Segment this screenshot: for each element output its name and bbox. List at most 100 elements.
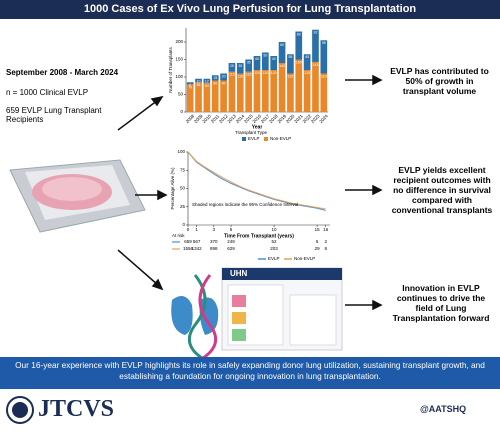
finding: Innovation in EVLP continues to drive th… xyxy=(392,283,490,323)
x-tick-label: 2018 xyxy=(268,113,279,124)
bar-label: 10 xyxy=(197,80,201,84)
bar xyxy=(236,73,244,112)
x-tick-label: 2013 xyxy=(226,113,237,124)
bar-label: 110 xyxy=(288,74,294,78)
at-risk-count: 567 xyxy=(193,239,201,244)
footer-band xyxy=(0,357,500,389)
at-risk-count: 659 xyxy=(184,239,192,244)
x-tick-label: 5 xyxy=(230,227,233,232)
at-risk-count: 629 xyxy=(227,246,235,251)
x-tick-label: 2014 xyxy=(235,113,246,124)
bar-label: 120 xyxy=(271,71,277,75)
footer-text: Our 16-year experience with EVLP highlig… xyxy=(15,360,485,381)
bar-label: 12 xyxy=(205,80,209,84)
at-risk-count: 1342 xyxy=(192,246,203,251)
x-tick-label: 2008 xyxy=(185,113,196,124)
bar-label: 50 xyxy=(263,53,267,57)
bar xyxy=(270,56,278,70)
bar xyxy=(312,29,319,62)
bar xyxy=(295,59,303,112)
survival-line xyxy=(187,151,326,211)
survival-line xyxy=(187,151,326,210)
bar xyxy=(203,82,211,112)
bar-label: 95 xyxy=(322,41,326,45)
bar-label: 60 xyxy=(280,43,284,47)
x-tick-label: 2022 xyxy=(302,113,313,124)
x-tick-label: 2016 xyxy=(251,113,262,124)
handle: @AATSHQ xyxy=(420,404,467,414)
bar xyxy=(303,70,311,112)
y-tick-label: 150 xyxy=(175,57,183,62)
bar xyxy=(245,71,252,112)
bar xyxy=(278,63,286,112)
x-tick-label: 15 xyxy=(315,227,321,232)
title: 1000 Cases of Ex Vivo Lung Perfusion for… xyxy=(0,0,500,19)
y-tick-label: 50 xyxy=(180,186,186,191)
bar xyxy=(220,80,227,112)
bar xyxy=(253,70,261,112)
x-tick-label: 2012 xyxy=(218,113,229,124)
bar-label: 140 xyxy=(279,64,285,68)
bar xyxy=(195,78,202,83)
app-logo: UHN xyxy=(230,269,248,278)
x-tick-label: 2024 xyxy=(318,113,329,124)
bar-label: 143 xyxy=(313,63,319,67)
x-tick-label: 16 xyxy=(323,227,329,232)
bar-label: 55 xyxy=(288,55,292,59)
jtcvs-seal xyxy=(6,396,34,424)
journal: JTCVS xyxy=(38,396,115,422)
at-risk-count: 249 xyxy=(227,239,235,244)
x-tick-label: 2023 xyxy=(310,113,321,124)
bar xyxy=(312,61,319,112)
y-axis-label: Percentage Alive (%) xyxy=(170,167,175,210)
bar xyxy=(220,73,227,81)
at-risk-count: 898 xyxy=(210,246,218,251)
bar xyxy=(278,42,286,63)
bar xyxy=(303,54,311,70)
bar-label: 110 xyxy=(321,74,327,78)
at-risk-count: 29 xyxy=(315,246,321,251)
bar-label: 115 xyxy=(229,73,235,77)
bar xyxy=(211,80,219,112)
legend-title: Transplant Type xyxy=(235,130,268,135)
app-screenshot: UHN xyxy=(221,267,343,351)
bar xyxy=(245,59,252,72)
at-risk-title: At risk xyxy=(172,233,185,238)
finding: EVLP yields excellent recipient outcomes… xyxy=(391,165,493,215)
legend-label: EVLP xyxy=(268,256,280,261)
bar xyxy=(295,31,303,60)
bar xyxy=(262,52,269,70)
x-tick-label: 2020 xyxy=(285,113,296,124)
bar-label: 30 xyxy=(238,64,242,68)
x-tick-label: 0 xyxy=(187,227,190,232)
bar-label: 35 xyxy=(247,60,251,64)
y-tick-label: 100 xyxy=(175,74,183,79)
bar-label: 25 xyxy=(230,64,234,68)
x-axis-label: Time From Transplant (years) xyxy=(224,233,294,239)
legend-label: EVLP xyxy=(248,136,260,141)
x-tick-label: 2021 xyxy=(293,113,304,124)
bar xyxy=(236,63,244,74)
x-tick-label: 2019 xyxy=(277,113,288,124)
bar-label: 115 xyxy=(246,73,252,77)
y-tick-label: 100 xyxy=(177,149,185,154)
legend-label: Non-EVLP xyxy=(294,256,315,261)
bar xyxy=(228,71,236,112)
x-tick-label: 2017 xyxy=(260,113,271,124)
bar xyxy=(262,70,269,112)
legend-label: Non-EVLP xyxy=(270,136,291,141)
bar-label: 120 xyxy=(254,71,260,75)
legend-swatch xyxy=(264,137,268,141)
at-risk-count: 203 xyxy=(270,246,278,251)
bar xyxy=(211,75,219,81)
x-tick-label: 2009 xyxy=(193,113,204,124)
bar xyxy=(287,54,294,74)
y-axis-label: Number of Transplants xyxy=(168,46,173,92)
bar-label: 110 xyxy=(237,74,243,78)
bar-label: 79 xyxy=(188,85,192,89)
bar-label: 92 xyxy=(314,31,318,35)
bar-label: 40 xyxy=(255,57,259,61)
bar-label: 20 xyxy=(222,74,226,78)
